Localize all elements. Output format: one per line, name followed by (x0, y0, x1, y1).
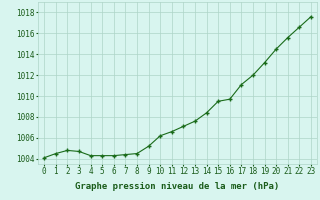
X-axis label: Graphe pression niveau de la mer (hPa): Graphe pression niveau de la mer (hPa) (76, 182, 280, 191)
